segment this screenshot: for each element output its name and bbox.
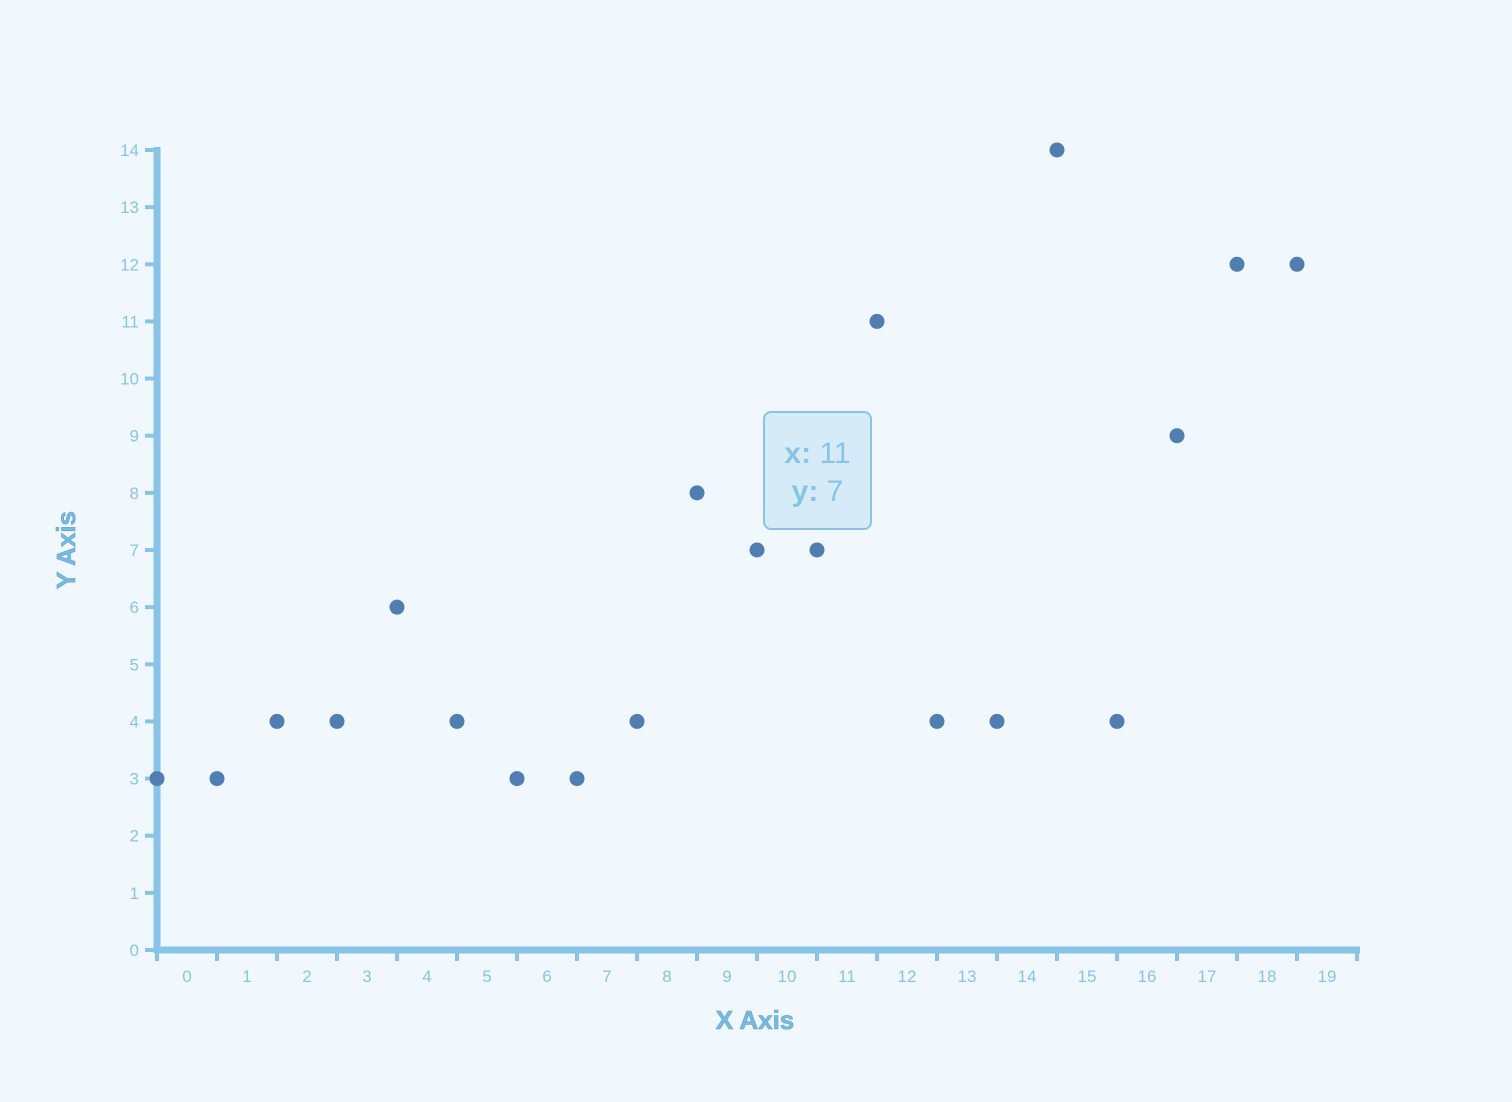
tooltip-x-key: x:	[784, 437, 812, 470]
x-tick-label: 16	[1138, 967, 1157, 986]
x-tick-label: 18	[1258, 967, 1277, 986]
y-tick-label: 6	[130, 598, 139, 617]
tooltip-x-value: 11	[819, 437, 851, 470]
tooltip-y-row: y: 7	[765, 473, 870, 511]
y-tick-label: 14	[120, 141, 139, 160]
x-tick-label: 11	[838, 967, 856, 986]
tooltip-y-value: 7	[826, 475, 844, 508]
data-point	[389, 599, 405, 615]
y-tick-label: 9	[130, 427, 139, 446]
y-axis-title: Y Axis	[51, 511, 81, 589]
x-tick-label: 8	[662, 967, 671, 986]
x-tick-label: 19	[1318, 967, 1337, 986]
x-tick-label: 4	[422, 967, 431, 986]
x-tick-label: 17	[1198, 967, 1217, 986]
x-tick-label: 6	[542, 967, 551, 986]
y-tick-label: 7	[130, 541, 139, 560]
y-tick-label: 11	[121, 312, 139, 331]
data-point	[629, 713, 645, 729]
x-tick-label: 0	[182, 967, 191, 986]
x-tick-label: 9	[722, 967, 731, 986]
point-tooltip: x: 11 y: 7	[763, 411, 872, 530]
y-tick-label: 4	[130, 712, 139, 731]
data-point	[1049, 142, 1065, 158]
data-point	[989, 713, 1005, 729]
x-axis-title: X Axis	[716, 1005, 795, 1035]
data-point	[929, 713, 945, 729]
data-point	[329, 713, 345, 729]
data-point	[1169, 428, 1185, 444]
x-tick-label: 13	[958, 967, 977, 986]
data-point	[809, 542, 825, 558]
y-tick-label: 5	[130, 655, 139, 674]
y-tick-label: 12	[120, 255, 139, 274]
tooltip-y-key: y:	[791, 475, 819, 508]
y-tick-label: 13	[120, 198, 139, 217]
data-point	[749, 542, 765, 558]
y-tick-label: 0	[130, 941, 139, 960]
data-point	[269, 713, 285, 729]
x-tick-label: 12	[898, 967, 917, 986]
points-layer	[149, 142, 1305, 787]
x-tick-label: 14	[1018, 967, 1037, 986]
y-tick-label: 8	[130, 484, 139, 503]
data-point	[689, 485, 705, 501]
data-point	[149, 771, 165, 787]
data-point	[509, 771, 525, 787]
data-point	[869, 313, 885, 329]
y-tick-label: 2	[130, 827, 139, 846]
x-tick-label: 7	[602, 967, 611, 986]
y-tick-label: 3	[130, 770, 139, 789]
x-tick-label: 5	[482, 967, 491, 986]
y-tick-label: 1	[130, 884, 139, 903]
data-point	[1289, 256, 1305, 272]
x-tick-label: 15	[1078, 967, 1097, 986]
data-point	[449, 713, 465, 729]
y-tick-label: 10	[120, 370, 139, 389]
data-point	[209, 771, 225, 787]
data-point	[1109, 713, 1125, 729]
x-tick-label: 3	[362, 967, 371, 986]
x-tick-label: 1	[242, 967, 251, 986]
x-tick-label: 2	[302, 967, 311, 986]
data-point	[1229, 256, 1245, 272]
tooltip-x-row: x: 11	[765, 435, 870, 473]
x-tick-label: 10	[778, 967, 797, 986]
data-point	[569, 771, 585, 787]
